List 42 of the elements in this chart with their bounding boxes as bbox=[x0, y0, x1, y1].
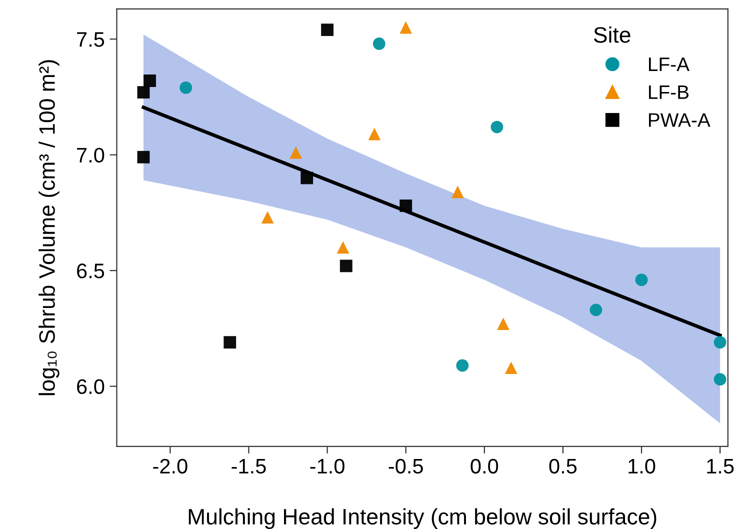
x-tick-label: 1.0 bbox=[628, 458, 656, 474]
x-tick-label: -1.0 bbox=[310, 458, 344, 474]
point bbox=[490, 120, 504, 134]
point bbox=[372, 38, 386, 50]
point bbox=[497, 318, 510, 330]
x-tick-label: 0.0 bbox=[470, 458, 498, 474]
point bbox=[336, 241, 350, 254]
point bbox=[340, 260, 352, 272]
point bbox=[456, 359, 469, 372]
x-axis-title: Mulching Head Intensity (cm below soil surface) bbox=[188, 508, 656, 529]
point bbox=[261, 211, 274, 224]
legend-label: PWA-A bbox=[649, 113, 710, 127]
point bbox=[635, 274, 648, 286]
y-tick-label: 6.5 bbox=[77, 264, 104, 278]
point bbox=[590, 304, 602, 316]
point bbox=[137, 150, 150, 164]
point bbox=[714, 336, 726, 349]
point bbox=[137, 86, 150, 99]
legend-title: Site bbox=[594, 26, 630, 43]
y-tick-label: 6.0 bbox=[77, 379, 104, 394]
x-tick-label: -0.5 bbox=[388, 458, 423, 474]
y-tick-label: 7.5 bbox=[77, 32, 104, 47]
point bbox=[714, 373, 726, 386]
point bbox=[504, 362, 518, 374]
point bbox=[368, 128, 381, 140]
point bbox=[451, 186, 464, 198]
point bbox=[321, 24, 334, 36]
x-tick-label: 1.5 bbox=[707, 459, 734, 474]
point bbox=[300, 172, 314, 184]
point bbox=[290, 146, 302, 159]
y-tick-label: 7.0 bbox=[77, 148, 104, 163]
point bbox=[400, 200, 412, 212]
y-axis-title: log₁₀ Shrub Volume (cm³ / 100 m²) bbox=[38, 60, 60, 396]
legend-label: LF-A bbox=[649, 58, 690, 72]
legend-label: LF-B bbox=[649, 85, 689, 99]
point bbox=[144, 74, 156, 87]
point bbox=[400, 21, 412, 34]
point bbox=[180, 81, 192, 94]
x-tick-label: -2.0 bbox=[153, 458, 188, 474]
point bbox=[224, 336, 236, 349]
x-tick-label: 0.5 bbox=[549, 458, 577, 474]
x-tick-label: -1.5 bbox=[232, 459, 266, 474]
